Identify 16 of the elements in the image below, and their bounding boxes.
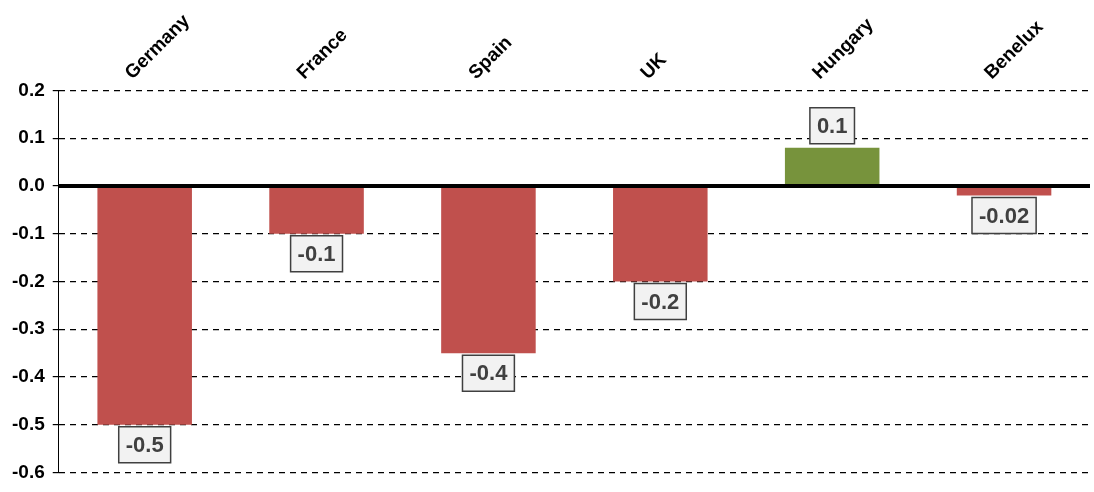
data-label: -0.02 xyxy=(978,202,1030,228)
data-label: -0.1 xyxy=(297,240,336,266)
data-label: -0.4 xyxy=(469,360,509,386)
y-tick-label: -0.3 xyxy=(11,317,45,339)
y-tick-label: 0.0 xyxy=(18,174,45,196)
x-tick-label: UK xyxy=(635,48,671,83)
y-tick-label: -0.1 xyxy=(11,221,46,243)
data-label: -0.5 xyxy=(125,431,164,457)
y-tick-label: 0.2 xyxy=(18,78,45,100)
data-label: -0.2 xyxy=(641,288,680,314)
y-tick-label: -0.4 xyxy=(11,365,46,387)
data-label: 0.1 xyxy=(816,112,848,138)
y-tick-label: 0.1 xyxy=(18,126,46,148)
y-tick-label: -0.2 xyxy=(11,269,45,291)
y-tick-label: -0.6 xyxy=(11,460,45,482)
y-tick-label: -0.5 xyxy=(11,413,46,435)
